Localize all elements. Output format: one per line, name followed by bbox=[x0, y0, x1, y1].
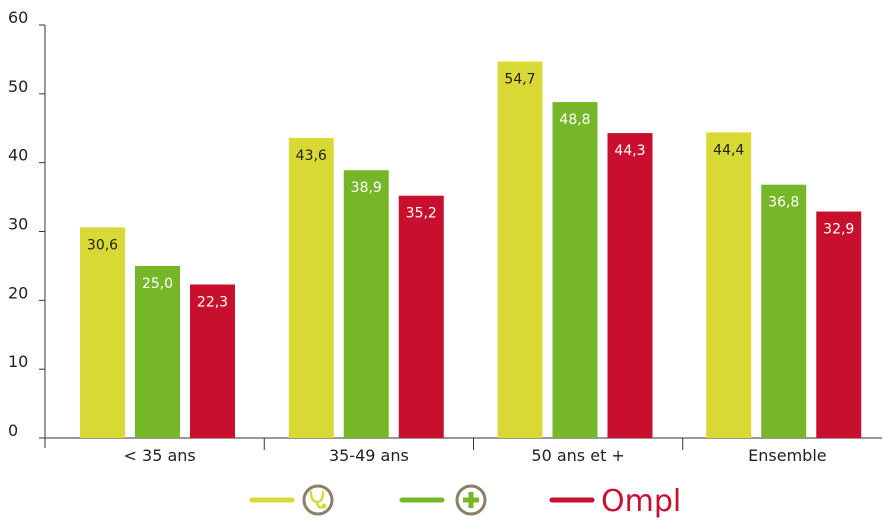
bar bbox=[761, 184, 807, 438]
bar-value-label: 22,3 bbox=[197, 295, 228, 311]
bar bbox=[816, 211, 862, 438]
stethoscope-icon-chestpiece bbox=[321, 503, 327, 509]
bar bbox=[190, 284, 235, 438]
bar-value-label: 44,4 bbox=[713, 142, 744, 158]
bar-value-label: 35,2 bbox=[406, 206, 437, 222]
plus-cross-icon-circle bbox=[455, 484, 487, 516]
bar-value-label: 48,8 bbox=[559, 112, 590, 128]
y-tick-label: 50 bbox=[8, 77, 28, 96]
bar-value-label: 36,8 bbox=[768, 195, 799, 211]
bar-value-label: 54,7 bbox=[504, 71, 535, 87]
y-tick-label: 30 bbox=[8, 215, 28, 234]
legend: Ompl bbox=[249, 484, 681, 519]
bar bbox=[398, 195, 444, 438]
bar bbox=[497, 61, 543, 439]
stethoscope-icon-tube bbox=[309, 490, 325, 504]
bar bbox=[706, 132, 752, 438]
x-category-label: < 35 ans bbox=[124, 446, 196, 465]
bar-value-label: 30,6 bbox=[87, 237, 118, 253]
bar bbox=[607, 133, 653, 438]
bar bbox=[552, 102, 598, 439]
bar-value-label: 44,3 bbox=[614, 143, 645, 159]
bars bbox=[80, 61, 862, 439]
axes: 0 10 20 30 40 50 60 < 35 ans 35-49 ans 50 ans et … bbox=[8, 8, 882, 465]
plus-cross-icon bbox=[455, 484, 487, 516]
bar-value-label: 32,9 bbox=[823, 222, 854, 238]
bar bbox=[135, 265, 180, 438]
bar-value-label: 43,6 bbox=[296, 148, 327, 164]
data-labels: 30,6 25,0 22,3 43,6 38,9 35,2 54,7 48,8 44,3 44,4… bbox=[87, 71, 854, 310]
ompl-logo: Ompl bbox=[601, 484, 681, 519]
bar bbox=[288, 137, 334, 439]
stethoscope-icon bbox=[302, 484, 334, 516]
bar bbox=[80, 227, 125, 438]
x-category-label: 50 ans et + bbox=[531, 446, 624, 465]
y-tick-label: 60 bbox=[8, 8, 28, 27]
y-tick-label: 10 bbox=[8, 352, 28, 371]
x-category-label: Ensemble bbox=[748, 446, 826, 465]
stethoscope-icon-circle bbox=[302, 484, 334, 516]
bar-value-label: 25,0 bbox=[142, 276, 173, 292]
plus-cross-icon-horizontal bbox=[463, 497, 479, 503]
bar-value-label: 38,9 bbox=[351, 180, 382, 196]
y-tick-label: 0 bbox=[8, 421, 18, 440]
y-tick-label: 20 bbox=[8, 283, 28, 302]
y-tick-label: 40 bbox=[8, 146, 28, 165]
bar bbox=[343, 170, 389, 438]
x-category-label: 35-49 ans bbox=[329, 446, 409, 465]
